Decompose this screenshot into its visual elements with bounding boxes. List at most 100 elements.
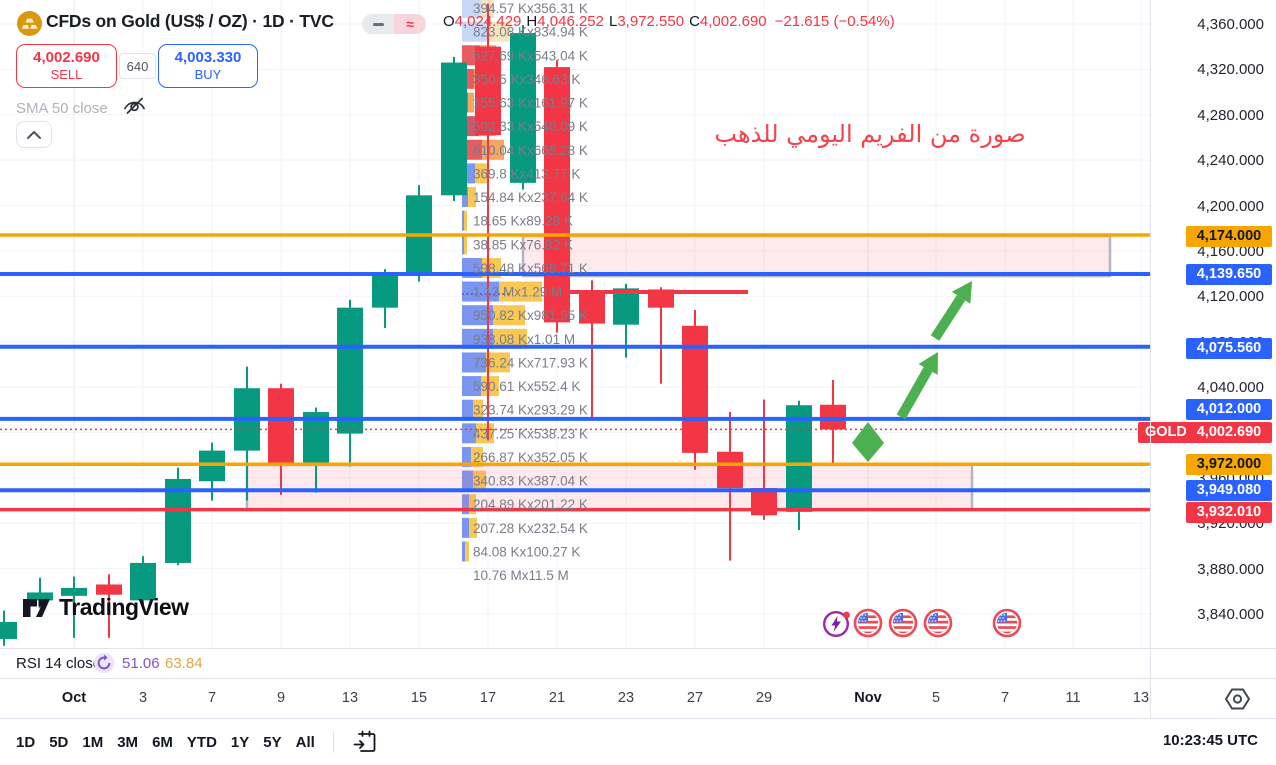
chart-pane[interactable]: 394.57 Kx356.31 K 823.08 Kx834.94 K 527.69… bbox=[0, 0, 1150, 648]
economic-event-us-flag-icon[interactable] bbox=[853, 608, 883, 638]
time-axis-tick: Oct bbox=[61, 690, 87, 706]
candle-body[interactable] bbox=[475, 46, 501, 136]
volume-profile-label: 950.82 Kx981.95 K bbox=[473, 308, 588, 323]
range-button-5y[interactable]: 5Y bbox=[263, 733, 282, 751]
candle-body[interactable] bbox=[96, 584, 122, 595]
time-axis-tick: 21 bbox=[548, 690, 566, 706]
candle-body[interactable] bbox=[0, 621, 17, 639]
range-button-ytd[interactable]: YTD bbox=[186, 733, 217, 751]
economic-event-us-flag-icon[interactable] bbox=[888, 608, 918, 638]
rsi-label[interactable]: RSI 14 close bbox=[16, 655, 102, 672]
candle-body[interactable] bbox=[372, 274, 398, 308]
symbol-title[interactable]: CFDs on Gold (US$ / OZ) · 1D · TVC bbox=[46, 11, 334, 31]
volume-profile-bar bbox=[462, 494, 469, 515]
range-button-5d[interactable]: 5D bbox=[49, 733, 69, 751]
up-arrow-drawing[interactable] bbox=[930, 295, 966, 341]
tradingview-logo[interactable]: TradingView bbox=[22, 594, 189, 621]
pane-divider[interactable] bbox=[0, 678, 1276, 679]
volume-profile-label: 598.48 Kx568.71 K bbox=[473, 261, 588, 276]
tradingview-logo-text: TradingView bbox=[59, 594, 189, 620]
volume-profile-label: 437.25 Kx538.23 K bbox=[473, 426, 588, 441]
candle-body[interactable] bbox=[717, 451, 743, 489]
price-axis-label: 4,200.000 bbox=[1197, 197, 1264, 215]
price-level-badge: 4,174.000 bbox=[1186, 225, 1272, 247]
up-arrow-head bbox=[951, 281, 972, 304]
volume-profile-bar bbox=[486, 352, 510, 373]
open-label: O bbox=[443, 13, 455, 30]
volume-profile-label: 154.84 Kx237.64 K bbox=[473, 190, 588, 205]
tradingview-mark-icon bbox=[23, 598, 50, 617]
volume-profile-label: 823.08 Kx834.94 K bbox=[473, 25, 588, 40]
volume-profile-bar bbox=[464, 234, 467, 255]
volume-profile-label: 266.87 Kx352.05 K bbox=[473, 450, 588, 465]
volume-profile-bar bbox=[462, 187, 468, 208]
economic-event-us-flag-icon[interactable] bbox=[923, 608, 953, 638]
range-button-1d[interactable]: 1D bbox=[16, 733, 36, 751]
volume-profile-label: 38.85 Kx76.82 K bbox=[473, 237, 573, 252]
time-axis[interactable]: Oct 3 7 9 13 15 17 21 23 27 29 Nov 5 7 11 13 bbox=[0, 679, 1276, 718]
volume-profile-bar bbox=[473, 399, 483, 420]
volume-profile-label: 204.89 Kx201.22 K bbox=[473, 497, 588, 512]
buy-button[interactable]: 4,003.330 BUY bbox=[158, 44, 258, 88]
up-arrow-drawing[interactable] bbox=[896, 366, 933, 420]
volume-profile-label: 350.5 Kx346.63 K bbox=[473, 72, 580, 87]
zone-box[interactable] bbox=[521, 234, 1112, 278]
price-level-badge: 4,012.000 bbox=[1186, 398, 1272, 420]
price-axis[interactable]: 4,360.000 4,320.000 4,280.000 4,240.000 4,20… bbox=[1138, 0, 1276, 648]
volume-profile-label: 155.63 Kx161.97 K bbox=[473, 96, 588, 111]
candle-body[interactable] bbox=[27, 592, 53, 601]
chart-settings-icon[interactable] bbox=[1224, 687, 1251, 716]
candle-body[interactable] bbox=[786, 405, 812, 512]
volume-profile-bar bbox=[469, 517, 477, 538]
sma-indicator-label[interactable]: SMA 50 close bbox=[16, 99, 108, 117]
candle-body[interactable] bbox=[544, 67, 570, 323]
candlestick-chart[interactable]: 394.57 Kx356.31 K 823.08 Kx834.94 K 527.69… bbox=[0, 0, 1150, 648]
candle-body[interactable] bbox=[337, 307, 363, 434]
open-value: 4,024.429 bbox=[454, 13, 522, 30]
price-level-badge: 4,075.560 bbox=[1186, 337, 1272, 359]
candle-body[interactable] bbox=[510, 33, 536, 183]
time-axis-tick: 23 bbox=[617, 690, 635, 706]
clock-utc[interactable]: 10:23:45 UTC bbox=[1162, 732, 1258, 749]
range-button-1y[interactable]: 1Y bbox=[230, 733, 250, 751]
volume-profile-label: 1.13 Mx1.29 M bbox=[473, 285, 562, 300]
price-level-badge: 4,139.650 bbox=[1186, 263, 1272, 285]
candle-body[interactable] bbox=[61, 587, 87, 596]
sell-price: 4,002.690 bbox=[33, 48, 100, 66]
diamond-marker-drawing[interactable] bbox=[852, 422, 884, 462]
go-to-date-icon[interactable] bbox=[352, 729, 379, 756]
volume-profile-bar bbox=[462, 352, 486, 373]
price-level-badge: 3,949.080 bbox=[1186, 479, 1272, 501]
price-axis-label: 3,840.000 bbox=[1197, 606, 1264, 623]
rsi-refresh-icon[interactable] bbox=[94, 653, 114, 678]
zone-box[interactable] bbox=[245, 463, 974, 512]
up-arrow-head bbox=[918, 352, 938, 375]
time-axis-tick: 27 bbox=[686, 690, 704, 706]
sell-button[interactable]: 4,002.690 SELL bbox=[16, 44, 117, 88]
price-axis-label: 4,240.000 bbox=[1197, 152, 1264, 170]
candle-body[interactable] bbox=[648, 289, 674, 308]
candle-body[interactable] bbox=[613, 288, 639, 325]
eye-off-icon[interactable] bbox=[122, 95, 147, 121]
range-button-6m[interactable]: 6M bbox=[152, 733, 173, 751]
price-axis-label: 3,880.000 bbox=[1197, 560, 1264, 578]
collapse-panel-button[interactable] bbox=[16, 121, 52, 148]
buy-price: 4,003.330 bbox=[174, 48, 242, 66]
volume-profile-bar bbox=[493, 328, 527, 349]
candle-body[interactable] bbox=[268, 388, 294, 464]
candle-body[interactable] bbox=[165, 478, 191, 563]
range-button-1m[interactable]: 1M bbox=[82, 733, 104, 751]
high-value: 4,046.252 bbox=[537, 13, 604, 30]
pane-divider[interactable] bbox=[0, 648, 1276, 649]
approx-pill-button[interactable]: ≈ bbox=[394, 14, 426, 34]
symbol-price-badge: GOLD bbox=[1138, 421, 1194, 443]
candle-body[interactable] bbox=[579, 292, 605, 324]
candle-body[interactable] bbox=[130, 562, 156, 601]
range-button-3m[interactable]: 3M bbox=[117, 733, 139, 751]
candle-body[interactable] bbox=[441, 62, 467, 196]
volume-profile-bar bbox=[462, 21, 489, 42]
range-button-all[interactable]: All bbox=[295, 733, 315, 751]
economic-event-lightning-icon[interactable] bbox=[822, 608, 852, 638]
minimize-pill-button[interactable] bbox=[362, 14, 394, 34]
economic-event-us-flag-icon[interactable] bbox=[992, 608, 1022, 638]
